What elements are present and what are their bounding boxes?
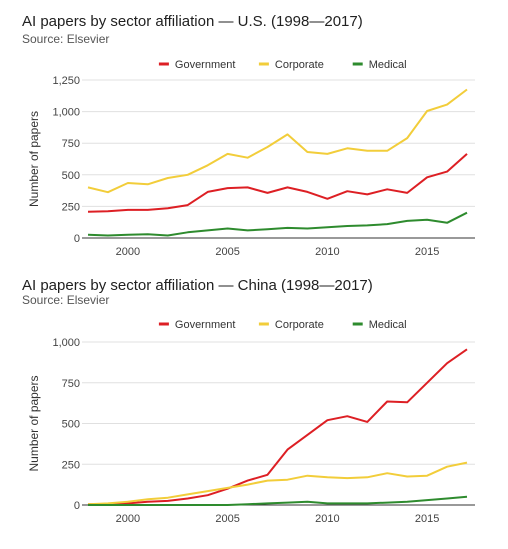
y-tick-label: 500 <box>62 419 80 431</box>
china-line-chart: 0 250 500 750 1,000 2000 2005 2010 2015 Number of… <box>27 319 475 525</box>
series-line-corporate <box>87 88 468 194</box>
legend-label: Government <box>175 59 236 71</box>
series-line-medical <box>87 211 468 237</box>
y-tick-label: 250 <box>62 201 80 213</box>
legend-label: Medical <box>369 59 407 71</box>
us-chart-panel: AI papers by sector affiliation — U.S. (… <box>0 0 508 270</box>
x-tick-label: 2010 <box>315 513 339 525</box>
y-tick-label: 750 <box>62 378 80 390</box>
legend-label: Corporate <box>275 319 324 331</box>
x-tick-label: 2010 <box>315 246 339 258</box>
y-tick-label: 750 <box>62 138 80 150</box>
x-tick-label: 2015 <box>415 246 439 258</box>
us-line-chart: 0 250 500 750 1,000 1,250 2000 2005 2010 2015 Numb… <box>27 59 475 258</box>
legend-label: Corporate <box>275 59 324 71</box>
x-tick-label: 2000 <box>116 513 140 525</box>
y-tick-label: 1,250 <box>52 75 80 87</box>
series-line-government <box>87 153 468 213</box>
x-tick-label: 2015 <box>415 513 439 525</box>
series-line-medical <box>88 495 468 506</box>
y-axis-label: Number of papers <box>27 111 41 207</box>
legend-label: Medical <box>369 319 407 331</box>
y-tick-label: 0 <box>74 500 80 512</box>
chart-title: AI papers by sector affiliation — China … <box>22 277 373 294</box>
chart-subtitle: Source: Elsevier <box>22 32 110 46</box>
chart-title: AI papers by sector affiliation — U.S. (… <box>22 13 363 30</box>
y-tick-label: 0 <box>74 233 80 245</box>
legend-label: Government <box>175 319 236 331</box>
x-tick-label: 2000 <box>116 246 140 258</box>
x-tick-label: 2005 <box>215 246 239 258</box>
series-line-government <box>88 348 468 506</box>
y-tick-label: 500 <box>62 170 80 182</box>
y-tick-label: 250 <box>62 459 80 471</box>
series-line-corporate <box>87 461 468 506</box>
y-axis-label: Number of papers <box>27 375 41 471</box>
x-tick-label: 2005 <box>215 513 239 525</box>
chart-subtitle: Source: Elsevier <box>22 293 110 307</box>
y-tick-label: 1,000 <box>52 107 80 119</box>
y-tick-label: 1,000 <box>52 337 80 349</box>
china-chart-panel: AI papers by sector affiliation — China … <box>0 272 508 549</box>
